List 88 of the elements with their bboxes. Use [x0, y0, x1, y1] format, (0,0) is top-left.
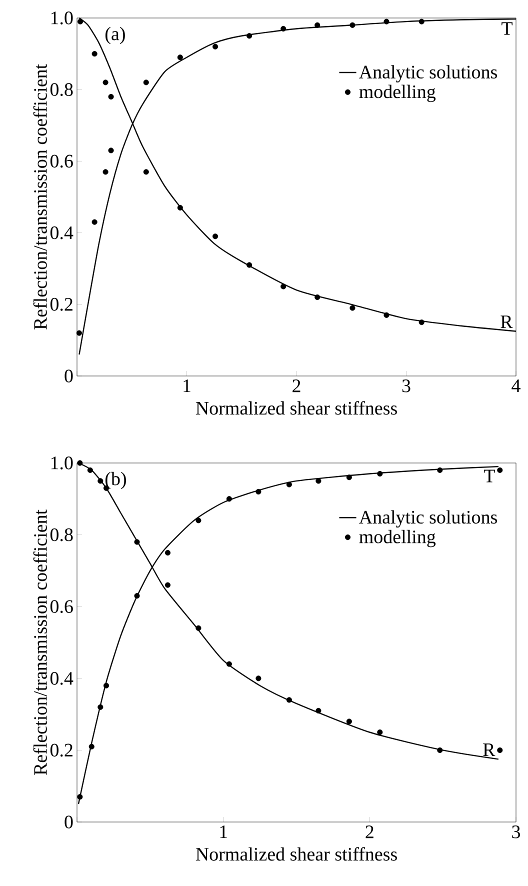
y-tick-label: 0.6: [50, 154, 73, 168]
point: [350, 305, 356, 311]
y-axis-title: Reflection/transmission coefficient: [33, 510, 47, 776]
point: [316, 478, 322, 484]
y-tick-label: 0.2: [50, 298, 72, 311]
point: [226, 661, 232, 667]
point: [256, 488, 262, 495]
point: [77, 794, 83, 800]
point: [177, 204, 183, 211]
point: [77, 460, 83, 466]
x-axis-title: Normalized shear stiffness: [196, 847, 397, 861]
point: [314, 294, 320, 300]
point: [134, 593, 140, 599]
point: [346, 474, 352, 480]
point: [98, 704, 104, 710]
point: [350, 22, 356, 28]
point: [246, 262, 252, 268]
point: [164, 582, 171, 588]
point: [108, 94, 114, 100]
point: [280, 26, 286, 32]
legend-label: Analytic solutions: [359, 65, 497, 82]
point: [76, 330, 82, 336]
point: [87, 467, 93, 473]
point: [196, 625, 202, 631]
legend-label: modelling: [359, 84, 436, 102]
y-tick-label: 0.6: [50, 600, 73, 614]
point: [384, 312, 390, 318]
point: [418, 18, 424, 24]
y-tick-label: 1.0: [51, 456, 73, 470]
point: [103, 682, 110, 688]
y-tick-label: 0.8: [50, 83, 73, 96]
point: [88, 744, 94, 750]
x-tick-label: 3: [402, 380, 410, 392]
y-tick-label: 0.8: [50, 528, 73, 542]
y-tick-label: 0.4: [50, 226, 74, 240]
legend-label: Analytic solutions: [359, 510, 497, 528]
annotation: (b): [105, 472, 126, 490]
point: [280, 284, 286, 290]
point: [164, 550, 171, 556]
point: [497, 467, 503, 473]
point: [196, 518, 202, 524]
point: [377, 470, 383, 477]
legend-label: modelling: [359, 530, 436, 548]
point: [437, 467, 443, 473]
y-tick-label: 0: [64, 816, 73, 828]
x-tick-label: 1: [220, 826, 227, 838]
point: [437, 747, 443, 753]
point: [226, 496, 232, 502]
point: [316, 708, 322, 714]
point: [78, 18, 84, 24]
x-tick-label: 2: [366, 826, 374, 838]
annotation: T: [502, 22, 512, 35]
point: [256, 676, 262, 682]
annotation: (a): [105, 26, 125, 44]
x-tick-label: 3: [512, 826, 520, 838]
y-tick-label: 0: [64, 370, 73, 382]
point: [143, 169, 149, 175]
annotation: T: [484, 470, 495, 482]
point: [384, 18, 390, 24]
point: [98, 478, 104, 484]
point: [497, 747, 503, 753]
x-tick-label: 4: [512, 380, 520, 392]
x-tick-label: 1: [184, 380, 190, 392]
x-tick-label: 2: [292, 380, 300, 392]
point: [314, 22, 320, 28]
point: [246, 33, 252, 39]
point: [177, 54, 183, 60]
point: [212, 234, 218, 240]
y-tick-label: 0.2: [50, 744, 72, 757]
annotation: R: [500, 316, 513, 328]
annotation: R: [483, 744, 496, 756]
point: [143, 80, 149, 86]
y-tick-label: 0.4: [50, 672, 74, 685]
point: [102, 169, 108, 175]
point: [108, 148, 114, 154]
point: [212, 44, 218, 50]
point: [286, 697, 292, 703]
point: [134, 539, 140, 545]
point: [92, 51, 98, 57]
point: [418, 320, 424, 326]
point: [286, 482, 292, 488]
point: [102, 80, 108, 86]
point: [346, 718, 352, 724]
y-tick-label: 1.0: [51, 12, 73, 24]
x-axis-title: Normalized shear stiffness: [196, 401, 397, 415]
y-axis-title: Reflection/transmission coefficient: [33, 64, 47, 330]
point: [92, 219, 98, 225]
point: [377, 729, 383, 736]
